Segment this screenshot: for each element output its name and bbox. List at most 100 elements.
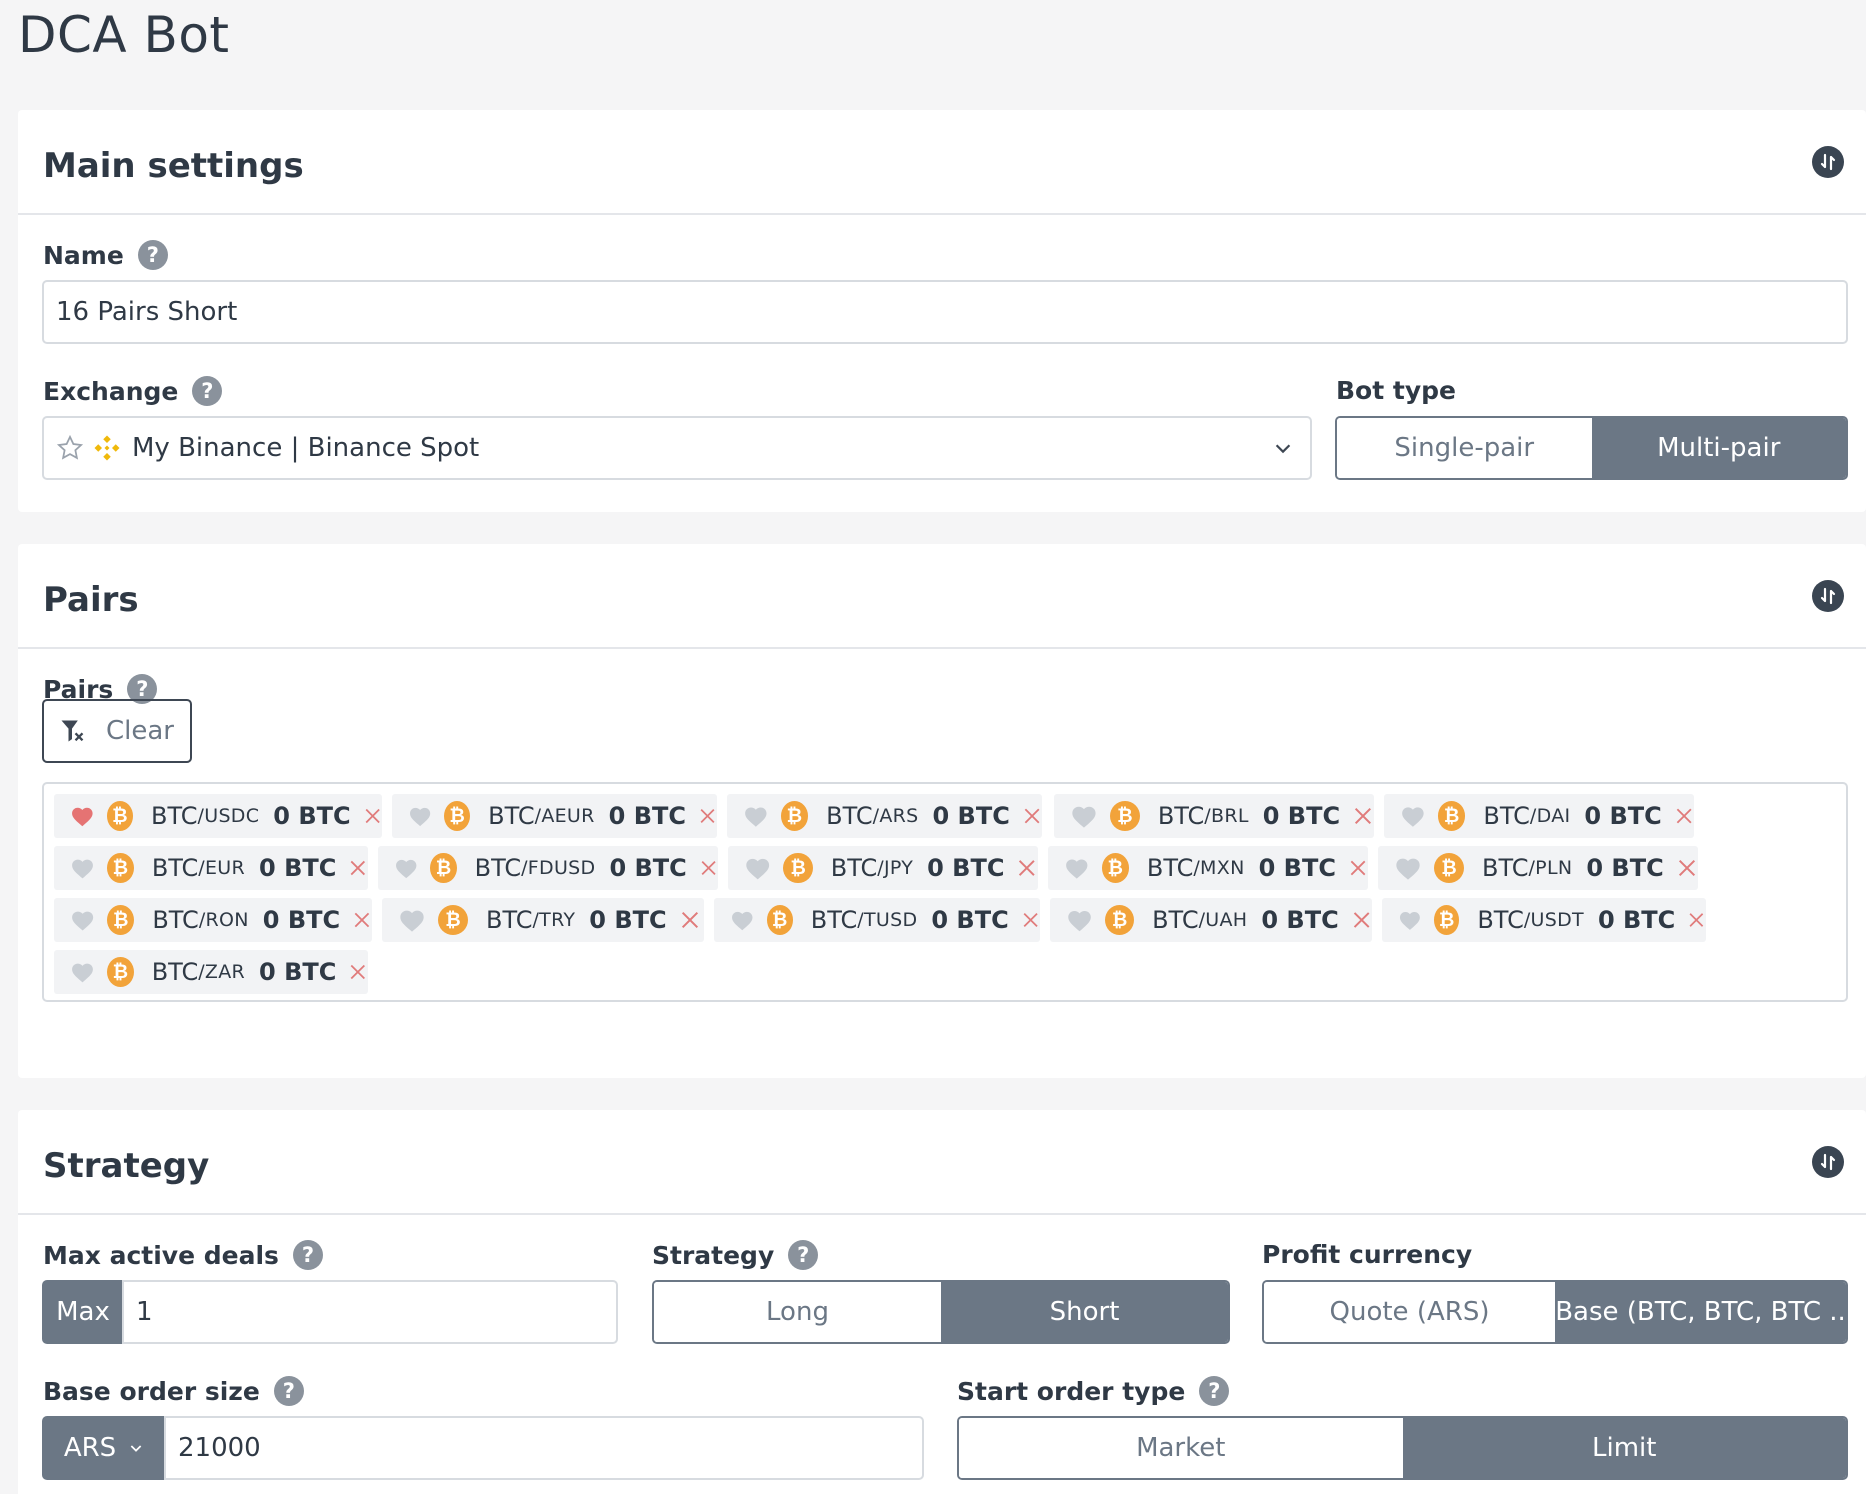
pair-quote: /TUSD — [857, 909, 918, 931]
pairs-title: Pairs — [43, 580, 139, 620]
favorite-heart-icon[interactable] — [1400, 803, 1426, 829]
bitcoin-icon: ₿ — [783, 853, 813, 883]
remove-pair-icon[interactable] — [1022, 805, 1042, 827]
pair-chip: ₿ BTC/UAH 0 BTC — [1050, 898, 1372, 942]
pair-quote: /RON — [198, 909, 249, 931]
bitcoin-icon: ₿ — [444, 801, 471, 831]
help-icon[interactable]: ? — [137, 240, 168, 270]
pair-amount: 0 BTC — [259, 958, 337, 986]
bitcoin-icon: ₿ — [1433, 905, 1460, 935]
remove-pair-icon[interactable] — [1687, 909, 1706, 931]
bitcoin-icon: ₿ — [106, 801, 134, 831]
max-deals-input[interactable]: 1 — [122, 1280, 618, 1344]
long-option[interactable]: Long — [654, 1282, 941, 1342]
pair-amount: 0 BTC — [609, 854, 687, 882]
pair-quote: /ARS — [872, 805, 919, 827]
favorite-heart-icon[interactable] — [744, 855, 771, 881]
name-label: Name ? — [43, 240, 168, 270]
pair-base: BTC — [152, 906, 199, 934]
bitcoin-icon: ₿ — [766, 905, 793, 935]
single-pair-option[interactable]: Single-pair — [1337, 418, 1592, 478]
remove-pair-icon[interactable] — [1352, 805, 1374, 827]
help-icon[interactable]: ? — [1199, 1376, 1230, 1406]
pair-base: BTC — [1482, 854, 1529, 882]
name-input[interactable]: 16 Pairs Short — [42, 280, 1848, 344]
favorite-heart-icon[interactable] — [743, 803, 769, 829]
bitcoin-icon: ₿ — [1434, 853, 1464, 883]
chevron-down-icon[interactable] — [1272, 437, 1294, 459]
favorite-heart-icon[interactable] — [1066, 907, 1093, 933]
bitcoin-icon: ₿ — [438, 905, 468, 935]
remove-pair-icon[interactable] — [348, 857, 368, 879]
pair-base: BTC — [1152, 906, 1199, 934]
strategy-card: Strategy Max active deals ? Max 1 Strate… — [18, 1110, 1866, 1494]
favorite-heart-icon[interactable] — [1064, 855, 1090, 881]
favorite-heart-icon[interactable] — [1394, 855, 1422, 881]
strategy-header: Strategy — [18, 1110, 1866, 1215]
remove-pair-icon[interactable] — [679, 909, 701, 931]
pair-chip: ₿ BTC/TUSD 0 BTC — [714, 898, 1040, 942]
remove-pair-icon[interactable] — [1348, 857, 1368, 879]
bitcoin-icon: ₿ — [430, 853, 457, 883]
pair-base: BTC — [1146, 854, 1194, 882]
multi-pair-option[interactable]: Multi-pair — [1591, 418, 1846, 478]
pair-quote: /TRY — [532, 909, 576, 931]
help-icon[interactable]: ? — [273, 1376, 304, 1406]
help-icon[interactable]: ? — [292, 1240, 323, 1270]
exchange-select[interactable]: My Binance | Binance Spot — [42, 416, 1312, 480]
strategy-toggle: Long Short — [652, 1280, 1230, 1344]
remove-pair-icon[interactable] — [352, 909, 372, 931]
favorite-heart-icon[interactable] — [70, 803, 95, 829]
pair-quote: /BRL — [1204, 805, 1249, 827]
pair-amount: 0 BTC — [1261, 906, 1339, 934]
remove-pair-icon[interactable] — [363, 805, 382, 827]
help-icon[interactable]: ? — [192, 376, 223, 406]
strategy-label: Strategy ? — [652, 1240, 819, 1270]
base-option[interactable]: Base (BTC, BTC, BTC .. — [1555, 1282, 1846, 1342]
collapse-toggle-icon[interactable] — [1812, 146, 1844, 178]
remove-pair-icon[interactable] — [1016, 857, 1038, 879]
bitcoin-icon: ₿ — [1101, 853, 1129, 883]
short-option[interactable]: Short — [941, 1282, 1228, 1342]
favorite-heart-icon[interactable] — [730, 907, 755, 933]
pair-amount: 0 BTC — [931, 906, 1009, 934]
bitcoin-icon: ₿ — [1437, 801, 1466, 831]
remove-pair-icon[interactable] — [1021, 909, 1040, 931]
pair-amount: 0 BTC — [1258, 854, 1336, 882]
pair-quote: /USDT — [1523, 909, 1584, 931]
remove-pair-icon[interactable] — [348, 961, 368, 983]
favorite-heart-icon[interactable] — [408, 803, 432, 829]
quote-option[interactable]: Quote (ARS) — [1264, 1282, 1555, 1342]
pair-quote: /USDC — [197, 805, 260, 827]
remove-pair-icon[interactable] — [1676, 857, 1698, 879]
favorite-heart-icon[interactable] — [1398, 907, 1422, 933]
favorite-heart-icon[interactable] — [1070, 803, 1098, 829]
base-order-input[interactable]: 21000 — [164, 1416, 924, 1480]
remove-pair-icon[interactable] — [699, 857, 718, 879]
market-option[interactable]: Market — [959, 1418, 1403, 1478]
pairs-header: Pairs — [18, 544, 1866, 649]
pair-quote: /MXN — [1193, 857, 1245, 879]
favorite-heart-icon[interactable] — [398, 907, 426, 933]
pair-base: BTC — [830, 854, 878, 882]
collapse-toggle-icon[interactable] — [1812, 1146, 1844, 1178]
pair-amount: 0 BTC — [1584, 802, 1662, 830]
help-icon[interactable]: ? — [788, 1240, 819, 1270]
bitcoin-icon: ₿ — [107, 853, 134, 883]
collapse-toggle-icon[interactable] — [1812, 580, 1844, 612]
pair-base: BTC — [151, 802, 198, 830]
pair-amount: 0 BTC — [259, 854, 337, 882]
limit-option[interactable]: Limit — [1402, 1418, 1846, 1478]
remove-pair-icon[interactable] — [698, 805, 717, 827]
base-order-currency-select[interactable]: ARS — [42, 1416, 166, 1480]
star-icon[interactable] — [56, 434, 84, 462]
bot-type-label: Bot type — [1336, 376, 1456, 405]
clear-pairs-button[interactable]: Clear — [42, 699, 192, 763]
favorite-heart-icon[interactable] — [394, 855, 418, 881]
remove-pair-icon[interactable] — [1674, 805, 1694, 827]
remove-pair-icon[interactable] — [1351, 909, 1372, 931]
favorite-heart-icon[interactable] — [70, 907, 95, 933]
main-settings-card: Main settings Name ? 16 Pairs Short Exch… — [18, 110, 1866, 512]
favorite-heart-icon[interactable] — [70, 959, 95, 985]
favorite-heart-icon[interactable] — [70, 855, 95, 881]
